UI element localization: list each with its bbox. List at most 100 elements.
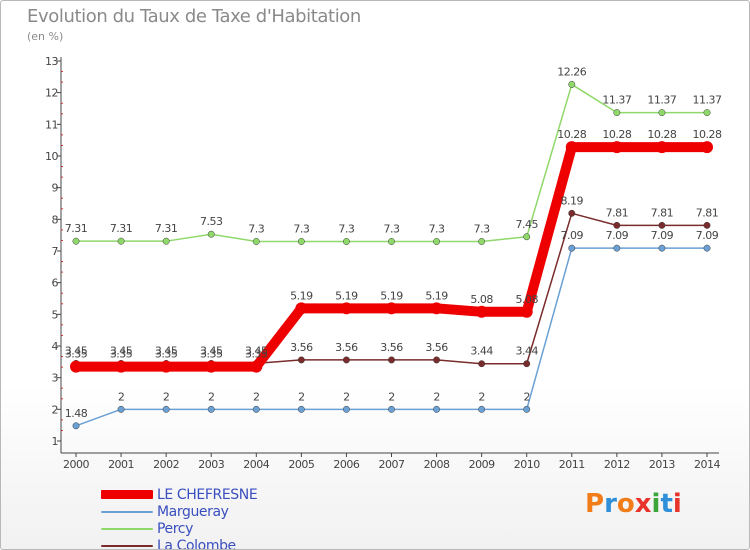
- data-point: [520, 305, 533, 318]
- x-tick-label: 2004: [243, 458, 269, 471]
- logo-letter: i: [672, 489, 682, 519]
- data-point: [207, 230, 215, 238]
- data-label: 10.28: [557, 128, 586, 141]
- data-point: [115, 360, 128, 373]
- logo-letter: o: [616, 489, 635, 519]
- data-label: 2: [478, 390, 485, 403]
- data-point: [613, 109, 621, 117]
- data-label: 7.3: [293, 223, 309, 236]
- data-label: 7.31: [155, 222, 178, 235]
- data-label: 3.35: [245, 348, 268, 361]
- legend-swatch: [101, 527, 153, 530]
- data-point: [117, 405, 125, 413]
- x-tick-label: 2001: [108, 458, 134, 471]
- data-point: [160, 360, 173, 373]
- data-point: [250, 360, 263, 373]
- data-point: [433, 405, 441, 413]
- y-tick-label: 8: [52, 213, 59, 226]
- x-tick-label: 2007: [379, 458, 405, 471]
- data-label: 5.08: [470, 293, 493, 306]
- data-label: 3.35: [110, 348, 133, 361]
- logo-letter: i: [651, 489, 661, 519]
- data-label: 7.45: [515, 218, 538, 231]
- x-tick-label: 2010: [514, 458, 540, 471]
- x-tick-label: 2014: [694, 458, 720, 471]
- data-point: [613, 221, 621, 229]
- data-label: 7.81: [696, 206, 719, 219]
- data-label: 8.19: [561, 194, 584, 207]
- data-label: 7.3: [338, 223, 354, 236]
- data-point: [701, 141, 713, 154]
- data-point: [385, 302, 398, 315]
- data-point: [117, 237, 125, 245]
- data-label: 7.31: [65, 222, 88, 235]
- data-point: [655, 141, 668, 154]
- data-label: 2: [343, 390, 350, 403]
- data-point: [295, 302, 308, 315]
- logo-letter: t: [660, 489, 673, 519]
- data-point: [162, 405, 170, 413]
- logo-letter: r: [604, 489, 617, 519]
- y-tick-label: 1: [52, 435, 59, 448]
- data-label: 7.53: [200, 215, 223, 228]
- x-tick-label: 2005: [288, 458, 314, 471]
- y-tick-label: 12: [45, 87, 58, 100]
- data-label: 3.35: [65, 348, 88, 361]
- x-tick-label: 2006: [333, 458, 359, 471]
- data-point: [475, 305, 488, 318]
- data-label: 10.28: [693, 128, 722, 141]
- chart-unit-label: (en %): [27, 30, 64, 43]
- data-point: [388, 238, 395, 245]
- data-label: 5.19: [425, 289, 448, 302]
- data-point: [568, 80, 576, 88]
- data-point: [610, 141, 623, 154]
- data-point: [613, 244, 621, 252]
- data-label: 2: [253, 390, 260, 403]
- legend-label: La Colombe: [157, 537, 236, 550]
- legend-item: Margueray: [101, 503, 257, 520]
- data-label: 7.09: [696, 229, 719, 242]
- data-label: 3.56: [335, 341, 358, 354]
- data-point: [658, 244, 666, 252]
- x-tick-label: 2003: [198, 458, 224, 471]
- x-tick-label: 2008: [424, 458, 450, 471]
- data-point: [658, 221, 666, 229]
- data-label: 3.56: [425, 341, 448, 354]
- data-label: 7.09: [561, 229, 584, 242]
- data-point: [342, 238, 350, 245]
- data-label: 3.45: [155, 344, 178, 357]
- data-label: 5.19: [335, 289, 358, 302]
- data-label: 7.3: [248, 223, 264, 236]
- legend-label: LE CHEFRESNE: [157, 486, 258, 503]
- data-label: 2: [388, 390, 395, 403]
- y-tick-label: 9: [52, 182, 59, 195]
- data-label: 10.28: [602, 128, 631, 141]
- data-point: [70, 360, 82, 373]
- data-point: [703, 244, 711, 252]
- data-point: [433, 238, 441, 245]
- data-label: 1.48: [65, 407, 88, 420]
- y-tick-label: 7: [52, 245, 59, 258]
- data-label: 2: [208, 390, 215, 403]
- data-point: [568, 209, 576, 217]
- legend-swatch: [101, 490, 153, 499]
- data-label: 5.19: [290, 289, 313, 302]
- legend-swatch: [101, 544, 153, 547]
- data-point: [297, 405, 305, 413]
- data-label: 2: [523, 390, 530, 403]
- data-point: [703, 109, 711, 117]
- data-point: [72, 237, 80, 245]
- y-tick-label: 11: [45, 118, 58, 131]
- data-label: 7.3: [384, 223, 400, 236]
- data-label: 11.37: [647, 94, 676, 107]
- data-point: [162, 237, 170, 245]
- data-label: 3.56: [290, 341, 313, 354]
- data-point: [297, 356, 305, 364]
- data-point: [478, 405, 486, 413]
- data-point: [207, 405, 215, 413]
- data-label: 3.45: [110, 344, 133, 357]
- data-label: 7.81: [606, 206, 629, 219]
- data-label: 3.45: [65, 344, 88, 357]
- data-label: 5.19: [380, 289, 403, 302]
